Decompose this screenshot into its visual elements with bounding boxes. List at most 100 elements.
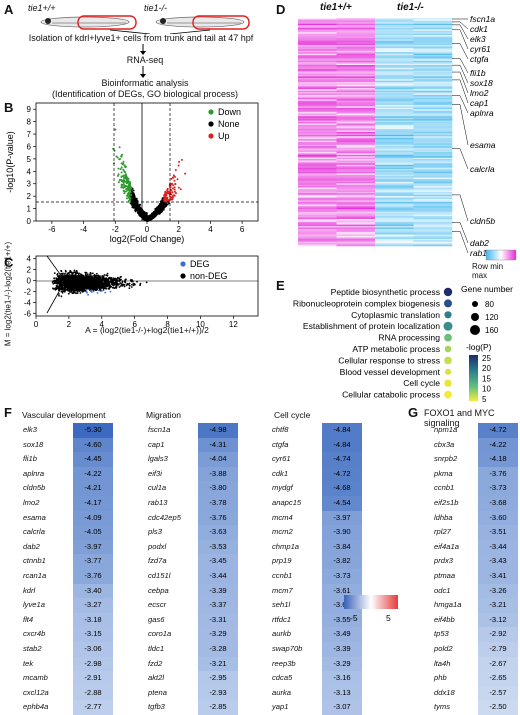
fold-change-value: -4.22 [478, 438, 518, 453]
gene-name: mcamb [21, 671, 73, 686]
ma-points [52, 270, 148, 298]
volcano-point [154, 208, 156, 210]
gene-name: cyr61 [270, 452, 322, 467]
gene-number-value: 160 [485, 326, 499, 335]
heatmap-mut-label: tie1-/- [397, 2, 424, 13]
gene-name: gas6 [146, 613, 198, 628]
ma-point [55, 287, 57, 289]
gene-name: ddx18 [432, 686, 478, 701]
table-row: hmga1a-3.21 [432, 598, 518, 613]
gene-name: ptmaa [432, 569, 478, 584]
ma-point [131, 284, 133, 286]
fold-change-value: -3.21 [198, 657, 238, 672]
gene-name: tek [21, 657, 73, 672]
ma-point [110, 278, 112, 280]
ma-point [78, 276, 80, 278]
fold-change-value: -3.82 [322, 554, 362, 569]
legend-deg-dot [180, 261, 185, 266]
gene-name: aurka [270, 686, 322, 701]
ma-point [79, 278, 81, 280]
logp-colorbar [469, 355, 478, 401]
fold-change-value: -2.85 [198, 700, 238, 715]
ma-point [59, 277, 61, 279]
go-term-label: ATP metabolic process [352, 344, 440, 354]
fold-change-value: -4.09 [73, 511, 113, 526]
ma-ytick-label: 2 [27, 266, 32, 275]
fold-change-value: -3.39 [198, 584, 238, 599]
volcano-ytick-label: 4 [27, 167, 32, 176]
fold-change-value: -2.50 [478, 700, 518, 715]
volcano-point [157, 210, 159, 212]
fold-change-scale-min: -5 [350, 613, 358, 623]
gene-label: fli1b [470, 68, 486, 78]
ma-point [95, 288, 97, 290]
ma-point [66, 281, 68, 283]
ma-point [105, 286, 107, 288]
fold-change-value: -3.73 [322, 569, 362, 584]
ma-point [140, 283, 142, 285]
gene-name: fzd7a [146, 554, 198, 569]
volcano-point [148, 216, 150, 218]
logp-tick-label: 15 [482, 374, 491, 383]
gene-name: ldhba [432, 511, 478, 526]
gene-name: cxcl12a [21, 686, 73, 701]
step-bioinformatic: Bioinformatic analysis [26, 78, 264, 88]
volcano-point [143, 216, 145, 218]
gene-name: rcan1a [21, 569, 73, 584]
ma-point [87, 294, 89, 296]
ma-ytick-label: 0 [27, 277, 32, 286]
ma-ylabel: M = log2(tie1-/-)-log2(tie1+/+) [4, 242, 13, 346]
ma-ytick-label: -6 [24, 309, 32, 318]
gene-number-value: 120 [485, 313, 499, 322]
gene-number-dot [472, 301, 478, 307]
fold-change-value: -3.28 [198, 642, 238, 657]
volcano-point [174, 186, 176, 188]
fold-change-value: -4.21 [73, 481, 113, 496]
fold-change-value: -4.31 [198, 438, 238, 453]
ma-point [124, 286, 126, 288]
volcano-point [122, 184, 124, 186]
volcano-point [146, 213, 148, 215]
table-row: swap70b-3.39 [270, 642, 362, 657]
volcano-ytick-label: 6 [27, 142, 32, 151]
volcano-point [178, 161, 180, 163]
gene-leader [460, 58, 468, 73]
volcano-point [123, 161, 125, 163]
table-row: pkma-3.76 [432, 467, 518, 482]
ma-point [76, 276, 78, 278]
ma-point [62, 273, 64, 275]
gene-leader [460, 149, 468, 169]
ma-point [107, 273, 109, 275]
fold-change-value: -3.68 [478, 496, 518, 511]
ma-point [86, 279, 88, 281]
ma-point [108, 278, 110, 280]
gene-name: fli1b [21, 452, 73, 467]
table-row: odc1-3.26 [432, 584, 518, 599]
gene-name: pkma [432, 467, 478, 482]
fold-change-value: -3.44 [198, 569, 238, 584]
fold-change-value: -2.79 [478, 642, 518, 657]
step-identification: (Identification of DEGs, GO biological p… [20, 89, 270, 99]
volcano-point [138, 212, 140, 214]
ma-point [91, 290, 93, 292]
fold-change-value: -3.39 [322, 642, 362, 657]
volcano-legend: Down None Up [208, 107, 241, 141]
gene-name: eif4a1a [432, 540, 478, 555]
fold-change-value: -2.95 [198, 671, 238, 686]
ma-point [97, 287, 99, 289]
table-row: esama-4.09 [21, 511, 113, 526]
gene-name: ecscr [146, 598, 198, 613]
ma-point [103, 285, 105, 287]
volcano-point [120, 168, 122, 170]
fold-change-value: -2.93 [198, 686, 238, 701]
ma-point [69, 274, 71, 276]
table-row: chtf8-4.84 [270, 423, 362, 438]
fold-change-value: -4.68 [322, 481, 362, 496]
ma-point [96, 277, 98, 279]
ma-point [103, 289, 105, 291]
col-vascular-title: Vascular development [22, 410, 105, 420]
volcano-point [129, 182, 131, 184]
ma-point [81, 287, 83, 289]
gene-name: coro1a [146, 627, 198, 642]
